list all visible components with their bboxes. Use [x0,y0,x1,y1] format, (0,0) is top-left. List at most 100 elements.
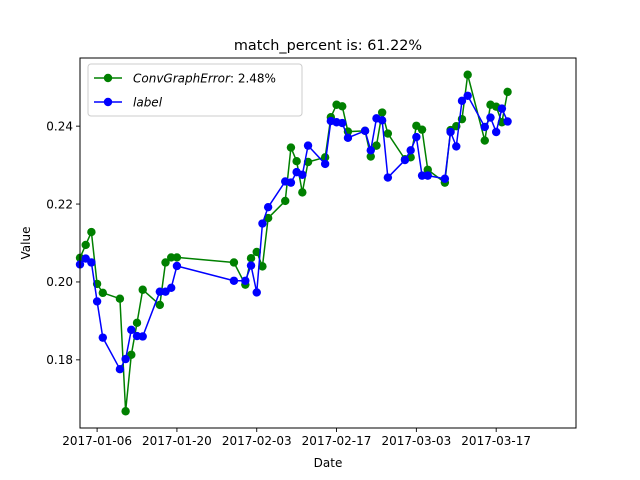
x-tick-label: 2017-03-17 [461,434,531,448]
data-point [452,142,461,151]
data-point [497,104,507,113]
data-point [303,141,313,150]
data-point [406,146,415,155]
y-axis-label: Value [19,227,33,260]
data-point [298,170,307,180]
legend: ConvGraphError: 2.48% label [87,63,303,117]
data-point [417,125,427,134]
data-point [281,196,290,206]
legend-marker [103,73,113,83]
data-point [229,258,239,267]
data-point [92,297,102,306]
data-point [263,213,273,223]
data-point [155,300,165,310]
data-point [383,129,393,138]
series-layer [75,70,512,416]
y-tick-label: 0.22 [46,197,73,211]
data-point [246,261,256,270]
data-point [360,126,370,136]
data-point [286,143,296,152]
plot-area-frame [79,57,577,429]
data-point [258,262,267,271]
legend-item: label [94,96,163,110]
data-point [377,108,387,117]
data-point [87,227,96,237]
x-tick-label: 2017-02-03 [222,434,292,448]
data-point [400,155,410,165]
data-point [491,127,501,137]
x-tick-label: 2017-01-20 [142,434,212,448]
chart-title: match_percent is: 61.22% [234,38,422,54]
data-point [366,146,375,155]
x-tick-label: 2017-01-06 [62,434,132,448]
data-point [138,332,147,341]
data-point [320,153,330,162]
y-tick-label: 0.20 [46,275,73,289]
data-point [246,253,256,263]
legend-item: ConvGraphError: 2.48% [94,72,276,86]
x-axis-label: Date [314,456,343,470]
data-point [320,159,330,169]
legend-label-main: label [133,96,163,110]
data-point [446,127,455,137]
data-point [423,165,432,174]
x-axis: 2017-01-06 2017-01-20 2017-02-03 2017-02-17… [62,428,531,448]
data-point [486,113,495,122]
data-point [463,70,472,79]
data-point [372,141,381,150]
data-point [132,318,142,328]
data-point [138,285,147,294]
data-point [229,276,239,285]
series-1 [75,91,512,374]
data-point [440,174,450,183]
data-point [252,288,261,297]
data-point [463,91,472,100]
data-point [121,407,130,416]
data-point [298,188,307,197]
data-point [98,288,108,298]
data-point [457,96,467,106]
y-tick-label: 0.18 [46,353,73,367]
data-point [292,157,301,166]
data-point [167,283,176,292]
data-point [338,102,347,111]
y-axis: 0.18 0.20 0.22 0.24 [46,119,80,367]
legend-label-value: : 2.48% [230,72,276,86]
data-point [412,132,421,142]
legend-label: label [133,96,163,110]
data-point [87,258,96,267]
data-point [480,122,489,132]
data-point [480,136,489,145]
data-point [338,118,347,128]
data-point [503,87,512,97]
data-point [81,240,90,250]
legend-label: ConvGraphError: 2.48% [133,72,276,86]
data-point [286,178,296,187]
data-point [366,152,375,161]
data-point [263,202,273,212]
data-point [127,325,136,335]
data-point [241,276,250,285]
data-point [252,247,261,257]
data-point [258,219,267,228]
data-point [127,350,136,359]
legend-label-main: ConvGraphError [133,72,231,86]
series-0 [75,70,512,416]
data-point [98,333,108,342]
legend-marker [103,97,113,107]
data-point [377,116,387,125]
data-point [172,253,182,262]
data-point [172,261,182,271]
data-point [115,294,125,303]
data-point [121,354,130,364]
data-point [503,117,512,126]
x-tick-label: 2017-03-03 [381,434,451,448]
data-point [343,133,353,143]
data-point [115,364,125,374]
legend-box [87,63,303,117]
data-point [423,171,432,180]
x-tick-label: 2017-02-17 [302,434,372,448]
data-point [161,258,170,267]
data-point [383,173,393,182]
